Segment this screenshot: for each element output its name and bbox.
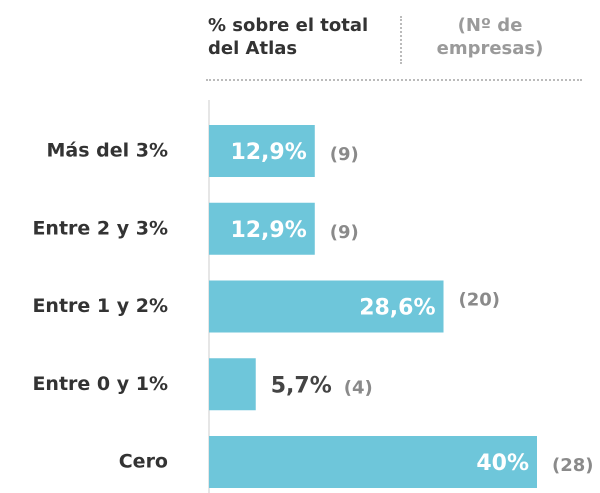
count-label: (4)	[344, 377, 373, 398]
category-label: Entre 2 y 3%	[32, 217, 168, 239]
category-label: Cero	[119, 451, 168, 473]
count-label: (9)	[330, 144, 359, 165]
separator	[206, 79, 582, 81]
legend-header: % sobre el total del Atlas	[208, 15, 369, 59]
bar	[209, 125, 315, 177]
value-label: 28,6%	[359, 296, 435, 321]
value-label: 12,9%	[230, 218, 306, 243]
value-label: 12,9%	[230, 140, 306, 165]
category-label: Entre 0 y 1%	[32, 373, 168, 395]
count-label: (20)	[459, 290, 501, 311]
bar	[209, 436, 537, 488]
legend-header: (Nº de empresas)	[436, 15, 544, 59]
value-label: 5,7%	[271, 373, 332, 398]
category-label: Más del 3%	[46, 140, 168, 162]
category-label: Entre 1 y 2%	[32, 295, 168, 317]
bar	[209, 358, 256, 411]
value-label: 40%	[476, 451, 529, 476]
count-label: (28)	[552, 455, 594, 476]
bar	[209, 280, 444, 333]
count-label: (9)	[330, 222, 359, 243]
separator	[400, 16, 402, 64]
bar	[209, 202, 315, 255]
